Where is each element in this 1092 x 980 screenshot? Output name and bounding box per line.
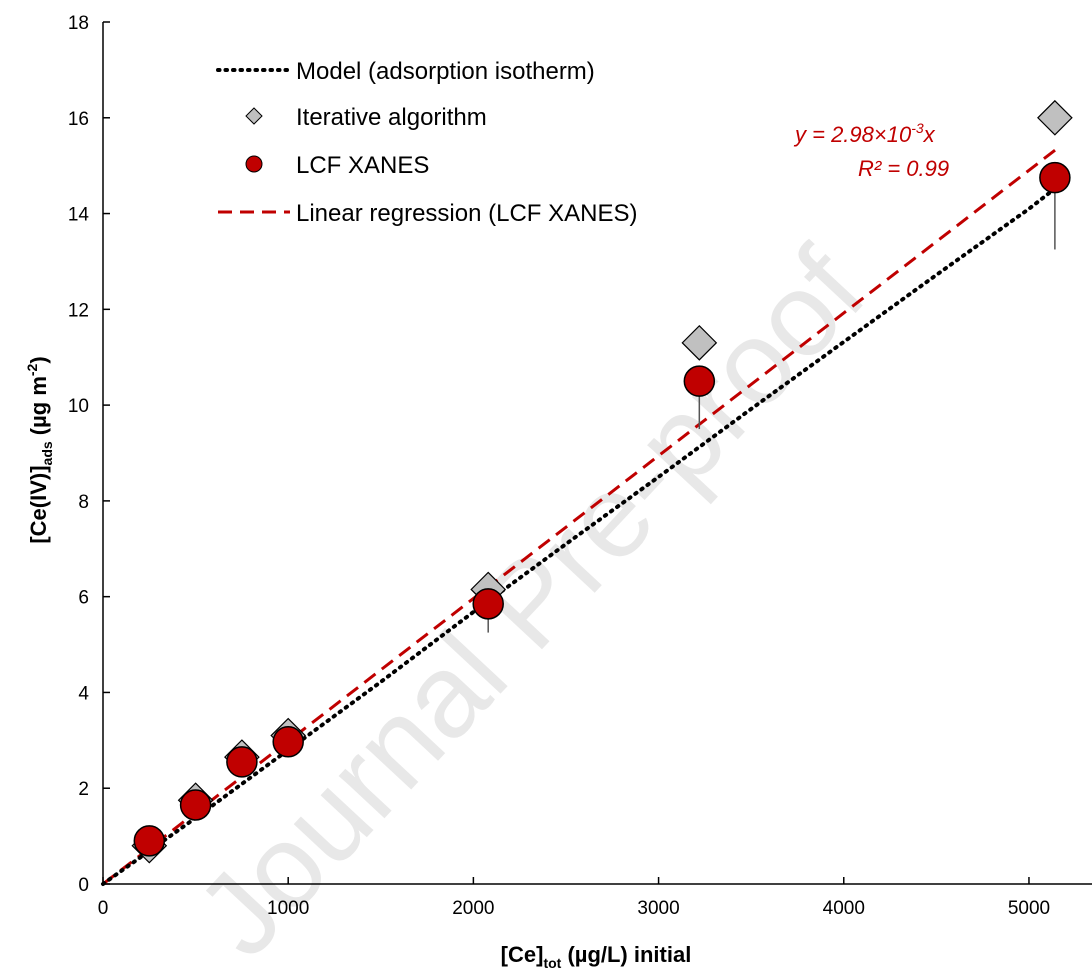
y-tick-label: 2: [78, 779, 89, 800]
legend-model-label: Model (adsorption isotherm): [296, 58, 595, 85]
legend-iterative-swatch: [245, 107, 263, 125]
legend: Model (adsorption isotherm) Iterative al…: [216, 58, 637, 227]
axis-ticks: 0 2 4 6 8 10 12 14 16 18 0 1000 2000 3000 4000 5000: [68, 13, 1050, 919]
x-tick-label: 1000: [267, 898, 309, 919]
y-axis-title: [Ce(IV)]ads (µg m-2): [24, 356, 55, 543]
y-tick-label: 4: [78, 683, 89, 704]
iterative-point: [1037, 99, 1073, 136]
y-tick-label: 18: [68, 13, 89, 34]
y-tick-label: 16: [68, 109, 89, 130]
x-tick-label: 3000: [637, 898, 679, 919]
legend-regression-label: Linear regression (LCF XANES): [296, 200, 637, 227]
x-tick-label: 5000: [1008, 898, 1050, 919]
legend-iterative-label: Iterative algorithm: [296, 104, 487, 131]
y-tick-label: 14: [68, 205, 90, 226]
lcf-point: [179, 789, 212, 821]
lcf-point: [1039, 161, 1071, 194]
lcf-point: [472, 588, 504, 620]
x-tick-label: 0: [98, 898, 109, 919]
regression-line: [102, 147, 1058, 886]
legend-lcf-label: LCF XANES: [296, 152, 429, 179]
model-line: [101, 185, 1059, 886]
y-tick-label: 0: [78, 875, 89, 896]
x-axis-title: [Ce]tot (µg/L) initial: [501, 942, 692, 971]
regression-r2: R² = 0.99: [858, 156, 949, 181]
iterative-point: [681, 325, 718, 361]
legend-lcf-swatch: [245, 155, 263, 173]
watermark: Journal Pre-proof: [172, 224, 890, 980]
lcf-point: [272, 726, 304, 758]
x-tick-label: 2000: [452, 898, 494, 919]
y-tick-label: 12: [68, 300, 89, 321]
regression-equation: y = 2.98×10-3x: [793, 120, 936, 147]
x-tick-label: 4000: [823, 898, 865, 919]
lcf-point: [133, 825, 166, 857]
lcf-point: [683, 365, 716, 397]
series-layer: [101, 99, 1073, 886]
y-tick-label: 6: [78, 588, 89, 609]
lcf-point: [226, 746, 258, 778]
y-tick-label: 10: [68, 396, 89, 417]
y-tick-label: 8: [78, 492, 89, 513]
